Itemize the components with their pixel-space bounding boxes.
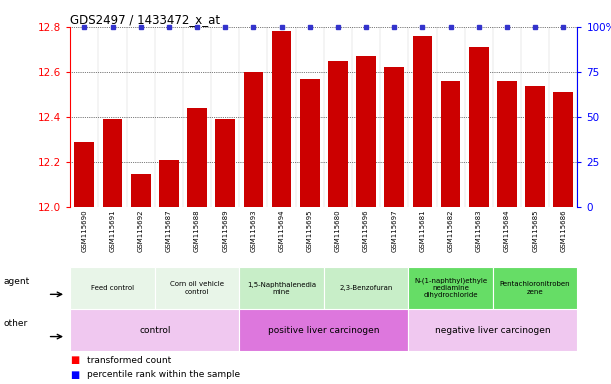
Bar bbox=[70, 309, 240, 351]
Text: GSM115696: GSM115696 bbox=[363, 209, 369, 252]
Text: 1,5-Naphthalenedia
mine: 1,5-Naphthalenedia mine bbox=[247, 281, 316, 295]
Bar bbox=[525, 86, 545, 207]
Text: GSM115697: GSM115697 bbox=[391, 209, 397, 252]
Text: Corn oil vehicle
control: Corn oil vehicle control bbox=[170, 281, 224, 295]
Bar bbox=[356, 56, 376, 207]
Text: 2,3-Benzofuran: 2,3-Benzofuran bbox=[339, 285, 393, 291]
Text: GSM115694: GSM115694 bbox=[279, 209, 285, 252]
Text: positive liver carcinogen: positive liver carcinogen bbox=[268, 326, 379, 335]
Text: GSM115692: GSM115692 bbox=[137, 209, 144, 252]
Text: other: other bbox=[3, 319, 27, 328]
Text: GSM115689: GSM115689 bbox=[222, 209, 229, 252]
Text: GSM115682: GSM115682 bbox=[448, 209, 453, 252]
Text: ■: ■ bbox=[70, 370, 79, 380]
Bar bbox=[497, 81, 517, 207]
Bar bbox=[75, 142, 94, 207]
Text: Feed control: Feed control bbox=[91, 285, 134, 291]
Bar bbox=[240, 267, 324, 309]
Bar bbox=[155, 267, 240, 309]
Text: agent: agent bbox=[3, 277, 29, 286]
Bar bbox=[187, 108, 207, 207]
Bar bbox=[272, 31, 291, 207]
Bar bbox=[408, 309, 577, 351]
Text: GSM115688: GSM115688 bbox=[194, 209, 200, 252]
Text: GSM115695: GSM115695 bbox=[307, 209, 313, 252]
Text: GSM115681: GSM115681 bbox=[419, 209, 425, 252]
Bar bbox=[215, 119, 235, 207]
Bar bbox=[328, 61, 348, 207]
Bar bbox=[240, 309, 408, 351]
Bar bbox=[70, 267, 155, 309]
Text: N-(1-naphthyl)ethyle
nediamine
dihydrochloride: N-(1-naphthyl)ethyle nediamine dihydroch… bbox=[414, 278, 487, 298]
Bar bbox=[131, 174, 150, 207]
Bar bbox=[554, 92, 573, 207]
Text: control: control bbox=[139, 326, 170, 335]
Bar bbox=[441, 81, 461, 207]
Text: transformed count: transformed count bbox=[87, 356, 172, 365]
Bar bbox=[408, 267, 493, 309]
Text: negative liver carcinogen: negative liver carcinogen bbox=[435, 326, 551, 335]
Text: GSM115680: GSM115680 bbox=[335, 209, 341, 252]
Text: GSM115683: GSM115683 bbox=[476, 209, 482, 252]
Text: GSM115690: GSM115690 bbox=[81, 209, 87, 252]
Bar bbox=[384, 68, 404, 207]
Text: GSM115691: GSM115691 bbox=[109, 209, 115, 252]
Text: GSM115684: GSM115684 bbox=[504, 209, 510, 252]
Bar bbox=[300, 79, 320, 207]
Bar bbox=[412, 36, 433, 207]
Text: GSM115693: GSM115693 bbox=[251, 209, 257, 252]
Text: GSM115687: GSM115687 bbox=[166, 209, 172, 252]
Text: GDS2497 / 1433472_x_at: GDS2497 / 1433472_x_at bbox=[70, 13, 221, 26]
Text: Pentachloronitroben
zene: Pentachloronitroben zene bbox=[500, 281, 571, 295]
Bar bbox=[103, 119, 122, 207]
Text: ■: ■ bbox=[70, 356, 79, 366]
Bar bbox=[324, 267, 408, 309]
Text: percentile rank within the sample: percentile rank within the sample bbox=[87, 370, 241, 379]
Text: GSM115686: GSM115686 bbox=[560, 209, 566, 252]
Bar bbox=[159, 160, 179, 207]
Bar bbox=[469, 47, 489, 207]
Bar bbox=[493, 267, 577, 309]
Bar bbox=[244, 72, 263, 207]
Text: GSM115685: GSM115685 bbox=[532, 209, 538, 252]
